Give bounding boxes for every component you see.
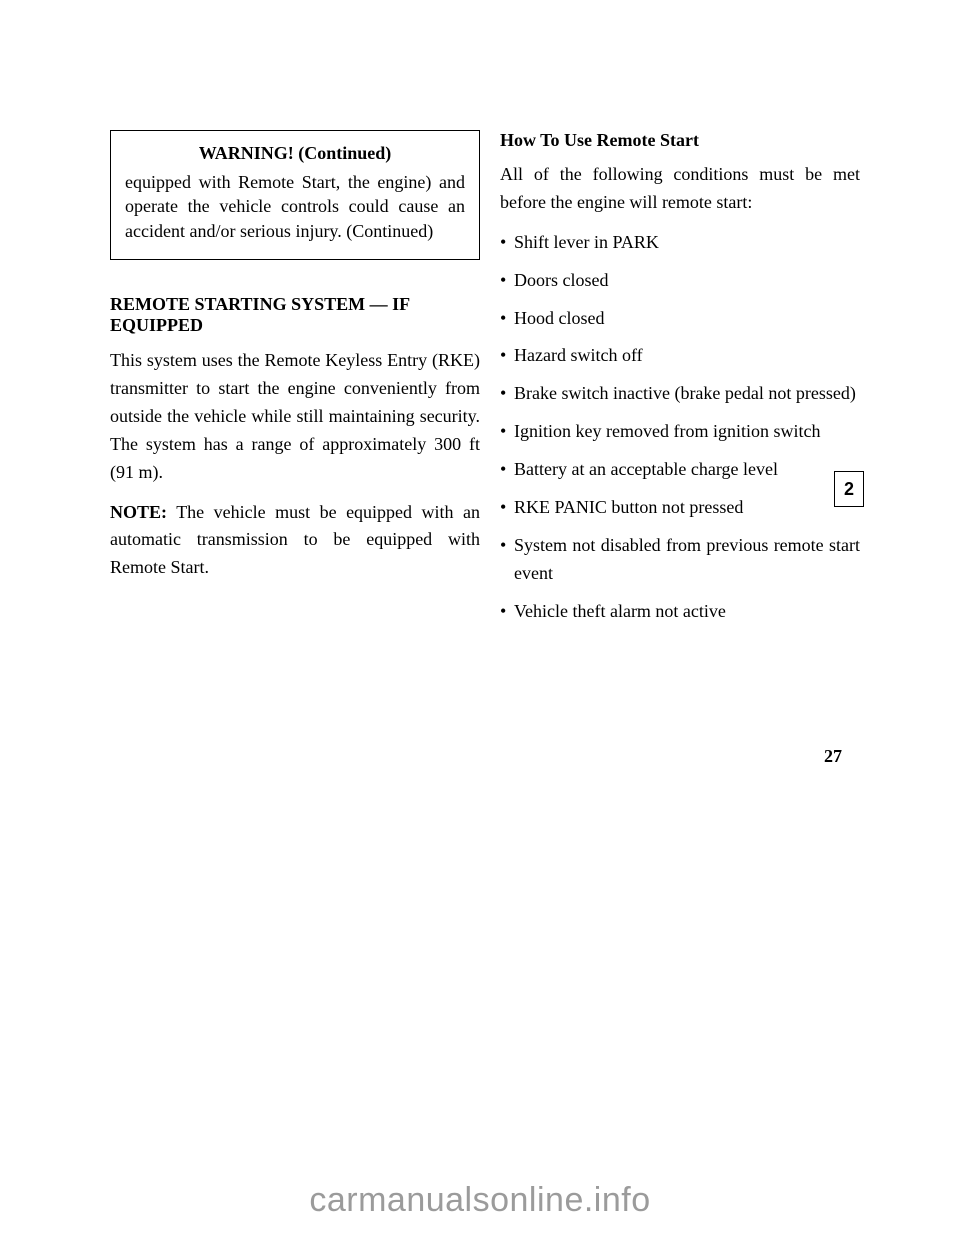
general-intro: All of the following conditions must be … — [500, 161, 860, 217]
list-item: •Battery at an acceptable charge level — [500, 456, 860, 484]
warning-body: equipped with Remote Start, the engine) … — [125, 170, 465, 243]
list-item: •Hood closed — [500, 305, 860, 333]
list-item: •Brake switch inactive (brake pedal not … — [500, 380, 860, 408]
bullet-icon: • — [500, 305, 514, 333]
list-item: •Ignition key removed from ignition swit… — [500, 418, 860, 446]
list-item-text: Hood closed — [514, 305, 860, 333]
list-item-text: RKE PANIC button not pressed — [514, 494, 860, 522]
bullet-icon: • — [500, 380, 514, 408]
bullet-icon: • — [500, 598, 514, 626]
bullet-icon: • — [500, 267, 514, 295]
bullet-icon: • — [500, 229, 514, 257]
bullet-icon: • — [500, 418, 514, 446]
list-item: •Shift lever in PARK — [500, 229, 860, 257]
watermark: carmanualsonline.info — [0, 1181, 960, 1220]
section-tab: 2 — [834, 471, 864, 507]
note-block: NOTE: The vehicle must be equipped with … — [110, 499, 480, 583]
bullet-icon: • — [500, 532, 514, 588]
list-item: •RKE PANIC button not pressed — [500, 494, 860, 522]
remote-start-heading: REMOTE STARTING SYSTEM — IF EQUIPPED — [110, 294, 480, 337]
warning-label: WARNING! (Continued) — [125, 143, 465, 164]
bullet-icon: • — [500, 494, 514, 522]
bullet-icon: • — [500, 342, 514, 370]
list-item-text: Hazard switch off — [514, 342, 860, 370]
bullet-icon: • — [500, 456, 514, 484]
list-item: •Hazard switch off — [500, 342, 860, 370]
list-item: •System not disabled from previous remot… — [500, 532, 860, 588]
list-item-text: System not disabled from previous remote… — [514, 532, 860, 588]
page-number: 27 — [824, 746, 842, 767]
list-item-text: Vehicle theft alarm not active — [514, 598, 860, 626]
note-label: NOTE: — [110, 502, 167, 522]
list-item: •Vehicle theft alarm not active — [500, 598, 860, 626]
list-item-text: Ignition key removed from ignition switc… — [514, 418, 860, 446]
list-item-text: Brake switch inactive (brake pedal not p… — [514, 380, 860, 408]
list-item: •Doors closed — [500, 267, 860, 295]
remote-start-p1: This system uses the Remote Keyless Entr… — [110, 347, 480, 486]
warning-box: WARNING! (Continued) equipped with Remot… — [110, 130, 480, 260]
list-item-text: Shift lever in PARK — [514, 229, 860, 257]
list-item-text: Doors closed — [514, 267, 860, 295]
list-item-text: Battery at an acceptable charge level — [514, 456, 860, 484]
how-to-use-heading: How To Use Remote Start — [500, 130, 860, 151]
